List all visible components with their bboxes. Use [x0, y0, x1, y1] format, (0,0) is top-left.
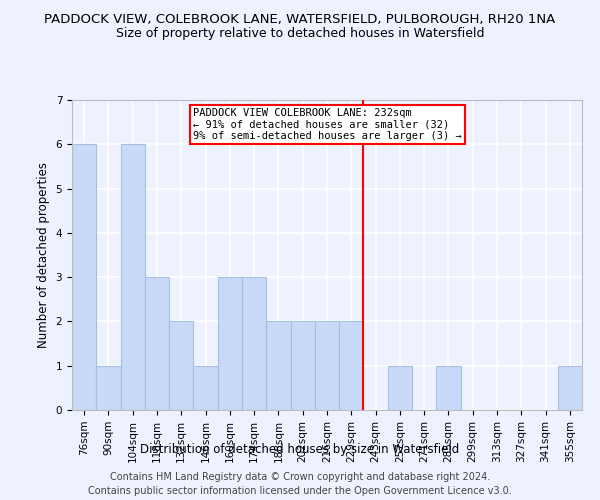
- Bar: [72, 144, 96, 410]
- Text: Contains HM Land Registry data © Crown copyright and database right 2024.: Contains HM Land Registry data © Crown c…: [110, 472, 490, 482]
- Bar: [145, 277, 169, 410]
- Bar: [218, 277, 242, 410]
- Bar: [339, 322, 364, 410]
- Bar: [242, 277, 266, 410]
- Bar: [388, 366, 412, 410]
- Bar: [315, 322, 339, 410]
- Bar: [558, 366, 582, 410]
- Bar: [121, 144, 145, 410]
- Text: Distribution of detached houses by size in Watersfield: Distribution of detached houses by size …: [140, 442, 460, 456]
- Bar: [193, 366, 218, 410]
- Bar: [169, 322, 193, 410]
- Bar: [290, 322, 315, 410]
- Text: Contains public sector information licensed under the Open Government Licence v3: Contains public sector information licen…: [88, 486, 512, 496]
- Bar: [96, 366, 121, 410]
- Bar: [436, 366, 461, 410]
- Y-axis label: Number of detached properties: Number of detached properties: [37, 162, 50, 348]
- Text: Size of property relative to detached houses in Watersfield: Size of property relative to detached ho…: [116, 28, 484, 40]
- Text: PADDOCK VIEW, COLEBROOK LANE, WATERSFIELD, PULBOROUGH, RH20 1NA: PADDOCK VIEW, COLEBROOK LANE, WATERSFIEL…: [44, 12, 556, 26]
- Text: PADDOCK VIEW COLEBROOK LANE: 232sqm
← 91% of detached houses are smaller (32)
9%: PADDOCK VIEW COLEBROOK LANE: 232sqm ← 91…: [193, 108, 462, 141]
- Bar: [266, 322, 290, 410]
